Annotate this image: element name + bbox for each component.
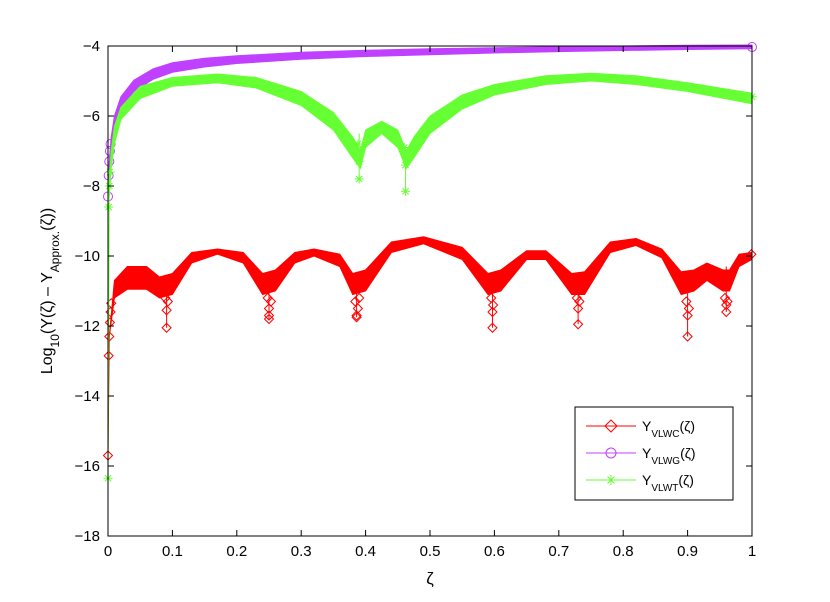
- y-label-suffix: (ζ)): [39, 208, 56, 231]
- series-marker-vlwc: [262, 292, 273, 304]
- series-marker-vlwc: [719, 292, 731, 304]
- series-marker-vlwc: [485, 292, 497, 304]
- series-marker-vlwg: [104, 146, 115, 156]
- series-marker-vlwt: [105, 167, 115, 177]
- y-tick-label: −4: [83, 38, 100, 55]
- axis-ticks: 0 0.1 0.2 0.3 0.4 0.5 0.6 0.7 0.8 0.9 1 −18 −16 −14 −1…: [75, 38, 757, 560]
- series-marker-vlwc: [574, 296, 585, 307]
- x-tick-label: 0.6: [484, 543, 505, 560]
- series-marker-vlwt: [355, 146, 365, 156]
- series-marker-vlwc: [265, 296, 277, 307]
- series-marker-vlwc: [104, 317, 116, 328]
- series-marker-vlwt: [399, 143, 409, 152]
- series-marker-vlwt: [354, 174, 364, 184]
- series-marker-vlwc: [487, 299, 499, 311]
- legend: YVLWC(ζ) YVLWG(ζ) YVLWT(ζ): [574, 406, 734, 501]
- series-marker-vlwc: [351, 312, 362, 323]
- series-marker-vlwc: [746, 249, 757, 260]
- legend-label-vlwg: YVLWG(ζ): [642, 445, 696, 467]
- series-marker-vlwc: [721, 306, 732, 318]
- legend-entry-vlwg: YVLWG(ζ): [586, 445, 696, 467]
- y-tick-label: −10: [75, 248, 100, 265]
- series-marker-vlwc: [263, 310, 275, 321]
- series-marker-vlwc: [683, 303, 695, 314]
- series-marker-vlwt: [353, 139, 363, 149]
- series-marker-vlwc: [682, 310, 693, 321]
- x-tick-label: 0: [104, 543, 112, 560]
- x-axis-label: ζ: [426, 569, 434, 588]
- series-marker-vlwc: [721, 299, 732, 311]
- y-tick-label: −12: [75, 318, 100, 335]
- series-marker-vlwt: [401, 186, 411, 196]
- x-tick-label: 1: [748, 543, 756, 560]
- series-marker-vlwc: [572, 303, 584, 314]
- y-tick-label: −14: [75, 388, 100, 405]
- y-label-body-sub: Approx.: [48, 231, 62, 272]
- series-marker-vlwc: [160, 292, 171, 304]
- series-marker-vlwc: [571, 292, 583, 304]
- series-marker-vlwc: [104, 331, 115, 342]
- series-marker-vlwc: [161, 322, 172, 333]
- x-tick-label: 0.1: [162, 543, 183, 560]
- series-marker-vlwc: [161, 305, 172, 316]
- y-tick-label: −6: [83, 108, 100, 125]
- series-marker-vlwc: [722, 296, 733, 307]
- series-marker-vlwc: [681, 296, 692, 307]
- series-marker-vlwg: [105, 139, 116, 149]
- series-marker-vlwc: [572, 319, 584, 330]
- legend-label-vlwc: YVLWC(ζ): [642, 418, 695, 440]
- y-label-prefix-sub: 10: [48, 334, 62, 348]
- x-tick-label: 0.7: [548, 543, 569, 560]
- x-tick-label: 0.9: [677, 543, 698, 560]
- series-marker-vlwg: [104, 156, 115, 167]
- legend-marker-vlwc: [604, 419, 618, 433]
- y-tick-label: −16: [75, 458, 100, 475]
- legend-box: [574, 406, 734, 501]
- series-marker-vlwc: [162, 296, 174, 307]
- series-marker-vlwt: [104, 202, 114, 212]
- legend-entry-vlwc: YVLWC(ζ): [586, 418, 695, 440]
- series-marker-vlwc: [682, 331, 693, 342]
- series-marker-vlwc: [352, 303, 364, 314]
- x-tick-label: 0.3: [291, 543, 312, 560]
- series-marker-vlwt: [401, 160, 411, 170]
- series-marker-vlwt: [402, 150, 412, 159]
- x-tick-label: 0.2: [226, 543, 247, 560]
- series-marker-vlwc: [351, 310, 362, 321]
- y-axis-label: Log10(Y(ζ) – YApprox.(ζ)): [39, 208, 62, 374]
- legend-label-vlwt: YVLWT(ζ): [642, 472, 694, 494]
- legend-marker-vlwg: [605, 447, 617, 459]
- series-marker-vlwc: [263, 303, 275, 314]
- x-tick-label: 0.5: [420, 543, 441, 560]
- y-tick-label: −8: [83, 178, 100, 195]
- series-marker-vlwc: [487, 306, 498, 318]
- legend-entry-vlwt: YVLWT(ζ): [586, 472, 694, 494]
- y-label-prefix: Log: [39, 347, 56, 374]
- series-marker-vlwc: [353, 292, 365, 304]
- y-tick-label: −18: [75, 528, 100, 545]
- x-tick-label: 0.4: [355, 543, 376, 560]
- series-marker-vlwt: [354, 157, 364, 166]
- series-marker-vlwc: [487, 322, 498, 333]
- series-marker-vlwc: [350, 296, 361, 307]
- legend-marker-vlwt: [606, 475, 616, 485]
- y-label-body: (Y(ζ) – Y: [39, 272, 56, 334]
- x-tick-label: 0.8: [613, 543, 634, 560]
